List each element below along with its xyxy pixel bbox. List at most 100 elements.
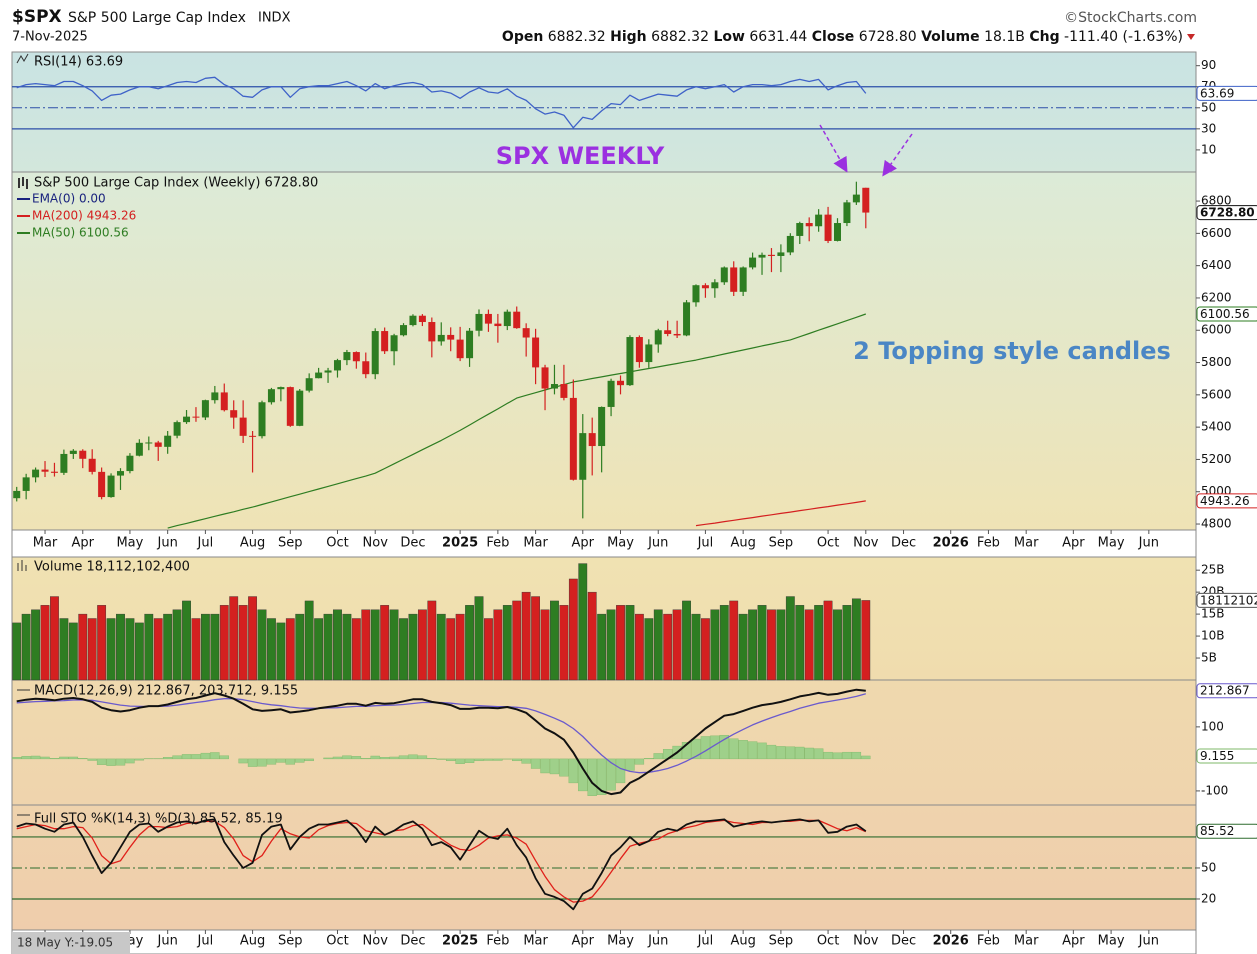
panel-icon xyxy=(18,177,28,189)
histogram-bar xyxy=(351,756,362,760)
volume-bar xyxy=(757,605,767,681)
index-name: S&P 500 Large Cap Index xyxy=(68,10,246,26)
candle-body xyxy=(833,223,841,241)
candle-body xyxy=(400,325,408,336)
date: 7-Nov-2025 xyxy=(12,30,88,45)
histogram-bar xyxy=(757,742,767,760)
candle-body xyxy=(607,380,615,407)
histogram-bar xyxy=(257,758,267,767)
value-tag-label: 9.155 xyxy=(1200,749,1234,763)
x-tick-label: 2025 xyxy=(442,934,478,949)
histogram-bar xyxy=(370,755,380,760)
x-tick-label: 2026 xyxy=(933,536,969,551)
x-tick-label: Mar xyxy=(33,536,58,551)
value-tag-label: 6728.80 xyxy=(1200,206,1255,220)
histogram-bar xyxy=(832,752,843,760)
volume-bar xyxy=(399,618,408,681)
panel-title: Volume 18,112,102,400 xyxy=(34,560,190,575)
candle-body xyxy=(154,442,162,447)
down-triangle xyxy=(1187,34,1195,40)
candle-body xyxy=(333,360,341,371)
candle-body xyxy=(60,453,68,473)
volume-bar xyxy=(550,600,559,681)
candle-body xyxy=(494,323,502,327)
x-tick-label: Oct xyxy=(326,536,348,551)
candle-body xyxy=(192,416,200,418)
histogram-bar xyxy=(408,754,418,760)
y-tick-label: 30 xyxy=(1201,121,1216,135)
x-tick-label: May xyxy=(1098,536,1125,551)
histogram-bar xyxy=(493,758,503,761)
volume-bar xyxy=(333,609,342,681)
x-tick-label: Nov xyxy=(853,934,879,949)
volume-bar xyxy=(304,600,314,681)
candle-body xyxy=(749,257,757,268)
candle-body xyxy=(409,315,417,326)
candle-body xyxy=(513,311,521,329)
panel-icon xyxy=(16,53,29,64)
histogram-bar xyxy=(304,758,314,762)
candle-body xyxy=(711,282,719,289)
volume-bar xyxy=(201,613,210,681)
close-label: Close xyxy=(812,29,855,45)
candle-body xyxy=(305,378,313,391)
volume-bar xyxy=(342,613,352,681)
candle-body xyxy=(777,252,785,256)
histogram-bar xyxy=(59,756,69,760)
x-tick-label: Mar xyxy=(523,536,548,551)
candle-body xyxy=(352,352,360,362)
volume-bar xyxy=(59,618,69,681)
volume-bar xyxy=(776,609,786,681)
volume-bar xyxy=(729,600,739,681)
value-tag-label: 6100.56 xyxy=(1200,307,1250,321)
x-tick-label: Feb xyxy=(486,934,509,949)
histogram-bar xyxy=(12,757,22,760)
candle-body xyxy=(173,422,181,436)
volume-bar xyxy=(502,605,512,681)
volume-bar xyxy=(446,618,456,681)
candle-body xyxy=(258,402,266,437)
high-value: 6882.32 xyxy=(651,29,709,45)
volume-bar xyxy=(285,618,295,681)
candle-body xyxy=(701,285,709,289)
candle-body xyxy=(466,330,474,359)
volume-bar xyxy=(134,622,144,681)
candle-body xyxy=(815,214,823,227)
volume-bar xyxy=(625,605,635,681)
histogram-bar xyxy=(813,748,824,760)
volume-bar xyxy=(182,600,191,681)
x-tick-label: Sep xyxy=(278,536,303,551)
volume-bar xyxy=(238,605,248,681)
candle-body xyxy=(522,328,530,338)
volume-bar xyxy=(587,591,597,681)
volume-bar xyxy=(116,613,125,681)
candle-body xyxy=(862,187,870,213)
candle-body xyxy=(617,380,625,386)
legend-label: MA(200) 4943.26 xyxy=(32,209,136,223)
histogram-bar xyxy=(200,752,211,760)
histogram-bar xyxy=(483,758,494,761)
histogram-bar xyxy=(719,734,729,760)
y-tick-label: 6000 xyxy=(1201,323,1232,337)
cursor-box xyxy=(12,932,130,954)
x-tick-label: Aug xyxy=(730,536,755,551)
y-tick-label: 5400 xyxy=(1201,420,1232,434)
y-tick-label: 6800 xyxy=(1201,194,1232,208)
histogram-bar xyxy=(653,753,663,760)
volume-bar xyxy=(153,618,163,681)
volume-bar xyxy=(616,605,625,681)
volume-bar xyxy=(219,605,229,681)
candle-body xyxy=(98,471,106,498)
histogram-bar xyxy=(78,758,88,760)
volume-bar xyxy=(97,605,107,681)
candle-body xyxy=(201,400,209,418)
histogram-bar xyxy=(389,756,399,760)
candle-body xyxy=(503,311,511,327)
volume-bar xyxy=(210,613,220,681)
value-tag xyxy=(1196,205,1257,221)
volume-bar xyxy=(21,613,31,681)
x-tick-label: Jun xyxy=(157,934,178,949)
volume-bar xyxy=(465,605,474,681)
volume-bar xyxy=(257,609,267,681)
volume-bar xyxy=(314,618,324,681)
